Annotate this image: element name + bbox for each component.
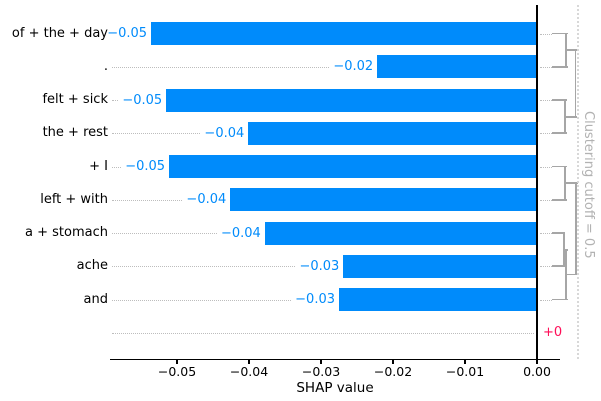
dendrogram-segment [565,49,578,52]
leader-dots [540,33,552,35]
dendrogram-segment [552,32,568,35]
tick-label: −0.04 [229,364,269,379]
dendrogram-segment [552,165,567,168]
leader-dots [112,266,296,268]
feature-label: the + rest [42,125,108,141]
shap-value-label: −0.04 [186,192,227,208]
shap-bar [230,188,537,212]
tick-mark [392,359,394,364]
leader-dots [540,199,552,201]
dendrogram-segment [563,165,566,201]
shap-bar [169,155,537,178]
leader-dots [540,166,552,168]
leader-dots [112,233,217,234]
shap-bar [264,221,537,245]
shap-bar [339,288,537,311]
shap-bar [166,88,537,112]
dendrogram-segment [564,99,567,135]
x-axis-label: SHAP value [296,380,374,396]
shap-value-label: −0.05 [125,159,166,174]
shap-bar [151,22,537,45]
dendrogram-segment [566,273,578,276]
tick-mark [464,359,466,364]
leader-dots [540,299,552,301]
dendrogram-segment [574,49,577,118]
feature-label: of + the + day [11,25,108,41]
dendrogram-segment [552,198,567,201]
shap-value-label: −0.04 [204,125,245,141]
tick-mark [536,359,538,364]
shap-bar [343,254,537,278]
tick-label: −0.03 [301,364,341,379]
tick-label: −0.01 [445,364,485,379]
leader-dots [540,233,552,234]
leader-dots [540,133,552,135]
feature-label: felt + sick [42,92,108,107]
shap-value-label: −0.05 [122,92,163,108]
dendrogram-segment [575,182,577,276]
shap-bar [377,55,537,79]
feature-label: and [83,291,108,307]
dendrogram-segment [552,99,568,101]
clustering-cutoff-line [577,5,579,359]
leader-dots [112,299,291,301]
shap-value-label: +0 [543,325,563,341]
leader-dots [112,66,330,68]
shap-bar [248,121,537,145]
shap-value-label: −0.03 [295,292,335,307]
tick-label: 0.00 [523,364,551,379]
leader-dots [112,199,183,201]
zero-reference-line [536,5,538,364]
shap-value-label: −0.05 [107,26,148,41]
dendrogram-segment [552,65,568,68]
tick-label: −0.05 [157,364,197,379]
x-axis-line [110,359,560,361]
clustering-cutoff-label: Clustering cutoff = 0.5 [581,111,596,259]
shap-value-label: −0.04 [220,225,261,241]
feature-label: . [103,58,108,74]
leader-dots [540,266,552,268]
leader-dots [112,100,119,101]
leader-dots [540,66,552,68]
tick-label: −0.02 [373,364,413,379]
feature-label: left + with [40,191,108,207]
dendrogram-segment [552,232,566,234]
feature-label [0,324,108,342]
leader-dots [540,100,552,101]
dendrogram-segment [552,265,566,268]
dendrogram-segment [565,115,578,118]
leader-dots [112,166,122,168]
feature-label: ache [76,258,108,274]
dendrogram-segment [552,298,568,301]
shap-value-label: −0.03 [299,258,340,274]
dendrogram-segment [564,182,578,185]
tick-mark [176,359,178,364]
feature-label: a + stomach [25,225,108,240]
feature-label: + I [89,158,108,174]
shap-value-label: −0.02 [333,59,374,75]
tick-mark [248,359,250,364]
tick-mark [320,359,322,364]
leader-dots [112,332,534,334]
dendrogram-segment [552,132,568,135]
leader-dots [112,133,201,135]
dendrogram-segment [565,248,567,301]
